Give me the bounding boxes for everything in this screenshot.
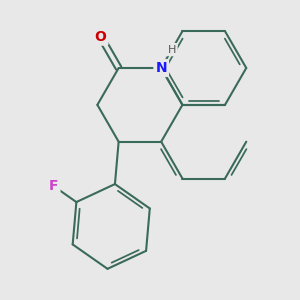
Text: F: F [49, 179, 58, 193]
Text: H: H [168, 45, 176, 55]
Text: O: O [94, 30, 106, 44]
Text: N: N [155, 61, 167, 75]
